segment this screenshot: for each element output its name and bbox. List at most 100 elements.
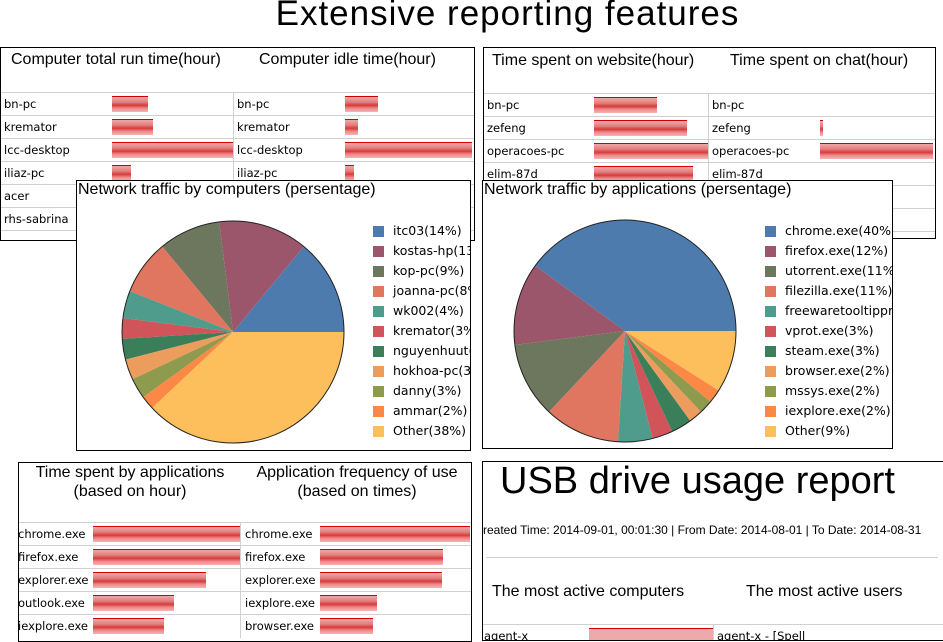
legend-item: ammar(2%) (373, 403, 470, 419)
column-divider (233, 116, 234, 139)
pie-slice-chrome-exe (535, 220, 736, 331)
legend-swatch (373, 426, 384, 437)
pie-slice-ammar (143, 332, 233, 408)
frequency-bar (320, 549, 443, 565)
legend-item: steam.exe(3%) (765, 343, 892, 359)
pie-slice-iexplore-exe (625, 331, 719, 402)
computer-name: bn-pc (237, 97, 270, 111)
pie-chart (513, 219, 737, 443)
column-divider (708, 140, 709, 163)
app-name: chrome.exe (245, 527, 313, 541)
website-time-bar (594, 143, 708, 159)
computer-name: bn-pc (712, 98, 745, 112)
time-spent-bar (93, 618, 164, 634)
legend-label: joanna-pc(8%) (393, 283, 470, 298)
legend-item: browser.exe(2%) (765, 363, 892, 379)
time-spent-bar (93, 549, 240, 565)
app-name: iexplore.exe (18, 619, 89, 633)
legend-item: mssys.exe(2%) (765, 383, 892, 399)
chat-time-title: Time spent on chat(hour) (730, 52, 909, 69)
legend-swatch (765, 246, 776, 257)
legend-label: danny(3%) (393, 383, 462, 398)
pie-slice-danny (132, 332, 233, 398)
pie-slice-wk002 (122, 291, 233, 332)
time-by-app-title: Time spent by applications (based on hou… (19, 463, 241, 501)
app-name: firefox.exe (245, 550, 306, 564)
computer-name: bn-pc (4, 97, 37, 111)
table-row: elim-87d elim-87d (484, 162, 935, 186)
app-name: iexplore.exe (245, 596, 316, 610)
legend-item: kostas-hp(13%) (373, 243, 470, 259)
frequency-bar (320, 618, 373, 634)
legend-swatch (765, 326, 776, 337)
legend-item: nguyenhuut(3%) (373, 343, 470, 359)
pie-slice-kostas-hp (219, 221, 304, 332)
legend-swatch (765, 266, 776, 277)
run-time-bar (112, 165, 132, 181)
column-divider (240, 592, 241, 615)
computer-name: agent-x (484, 629, 529, 641)
legend-item: filezilla.exe(11%) (765, 283, 892, 299)
time-spent-bar (93, 572, 207, 588)
legend-swatch (373, 226, 384, 237)
legend-swatch (765, 346, 776, 357)
legend-label: firefox.exe(12%) (785, 243, 889, 258)
computer-name: rhs-sabrina (4, 212, 69, 226)
column-divider (708, 94, 709, 117)
legend-swatch (765, 406, 776, 417)
table-row: chrome.exe chrome.exe (18, 522, 471, 546)
pie-slice-freewaretooltippr (618, 331, 653, 442)
legend-label: ammar(2%) (393, 403, 468, 418)
frequency-bar (320, 526, 470, 542)
table-row: explorer.exe explorer.exe (19, 568, 471, 592)
run-time-title: Computer total run time(hour) (11, 51, 221, 68)
pie-slice-utorrent-exe (514, 331, 625, 412)
pie-slice-other (625, 331, 736, 391)
app-name: firefox.exe (18, 550, 79, 564)
computer-name: zefeng (487, 121, 526, 135)
computer-name: operacoes-pc (712, 144, 790, 158)
table-row: iexplore.exe browser.exe (18, 614, 471, 638)
column-divider (240, 615, 241, 638)
computer-name: zefeng (712, 121, 751, 135)
column-divider (233, 93, 234, 116)
legend-swatch (373, 306, 384, 317)
legend-item: kremator(3%) (373, 323, 470, 339)
pie-slice-browser-exe (625, 331, 701, 421)
pie-title: Network traffic by computers (persentage… (78, 181, 376, 198)
legend-swatch (765, 226, 776, 237)
website-time-bar (594, 97, 657, 113)
legend-item: hokhoa-pc(3%) (373, 363, 470, 379)
legend-swatch (373, 406, 384, 417)
website-time-title: Time spent on website(hour) (492, 52, 695, 69)
page-title: Extensive reporting features (275, 0, 740, 33)
pie-slice-steam-exe (625, 331, 691, 432)
website-time-bar (594, 166, 694, 182)
legend-item: danny(3%) (373, 383, 470, 399)
legend-swatch (373, 266, 384, 277)
table-row: bn-pc bn-pc (1, 92, 474, 116)
user-name: agent-x - [Spell (717, 629, 806, 641)
pie-slice-kop-pc (162, 221, 233, 332)
legend-label: kop-pc(9%) (393, 263, 465, 278)
legend-swatch (373, 346, 384, 357)
computer-name: lcc-desktop (237, 143, 303, 157)
chat-time-bar (820, 143, 933, 159)
legend-swatch (373, 246, 384, 257)
app-name: browser.exe (245, 619, 315, 633)
app-name: chrome.exe (18, 527, 86, 541)
legend-item: joanna-pc(8%) (373, 283, 470, 299)
computer-name: operacoes-pc (487, 144, 565, 158)
pie-outline (513, 219, 737, 443)
pie-slice-vprot-exe (625, 331, 673, 439)
legend-label: kostas-hp(13%) (393, 243, 470, 258)
legend-item: iexplore.exe(2%) (765, 403, 892, 419)
legend-label: utorrent.exe(11%) (785, 263, 893, 278)
legend-label: iexplore.exe(2%) (785, 403, 891, 418)
legend-label: kremator(3%) (393, 323, 470, 338)
legend-item: vprot.exe(3%) (765, 323, 892, 339)
legend-label: Other(9%) (785, 423, 851, 438)
table-row: outlook.exe iexplore.exe (19, 591, 471, 615)
idle-time-bar (345, 96, 379, 112)
table-row: iliaz-pc iliaz-pc (1, 161, 474, 185)
